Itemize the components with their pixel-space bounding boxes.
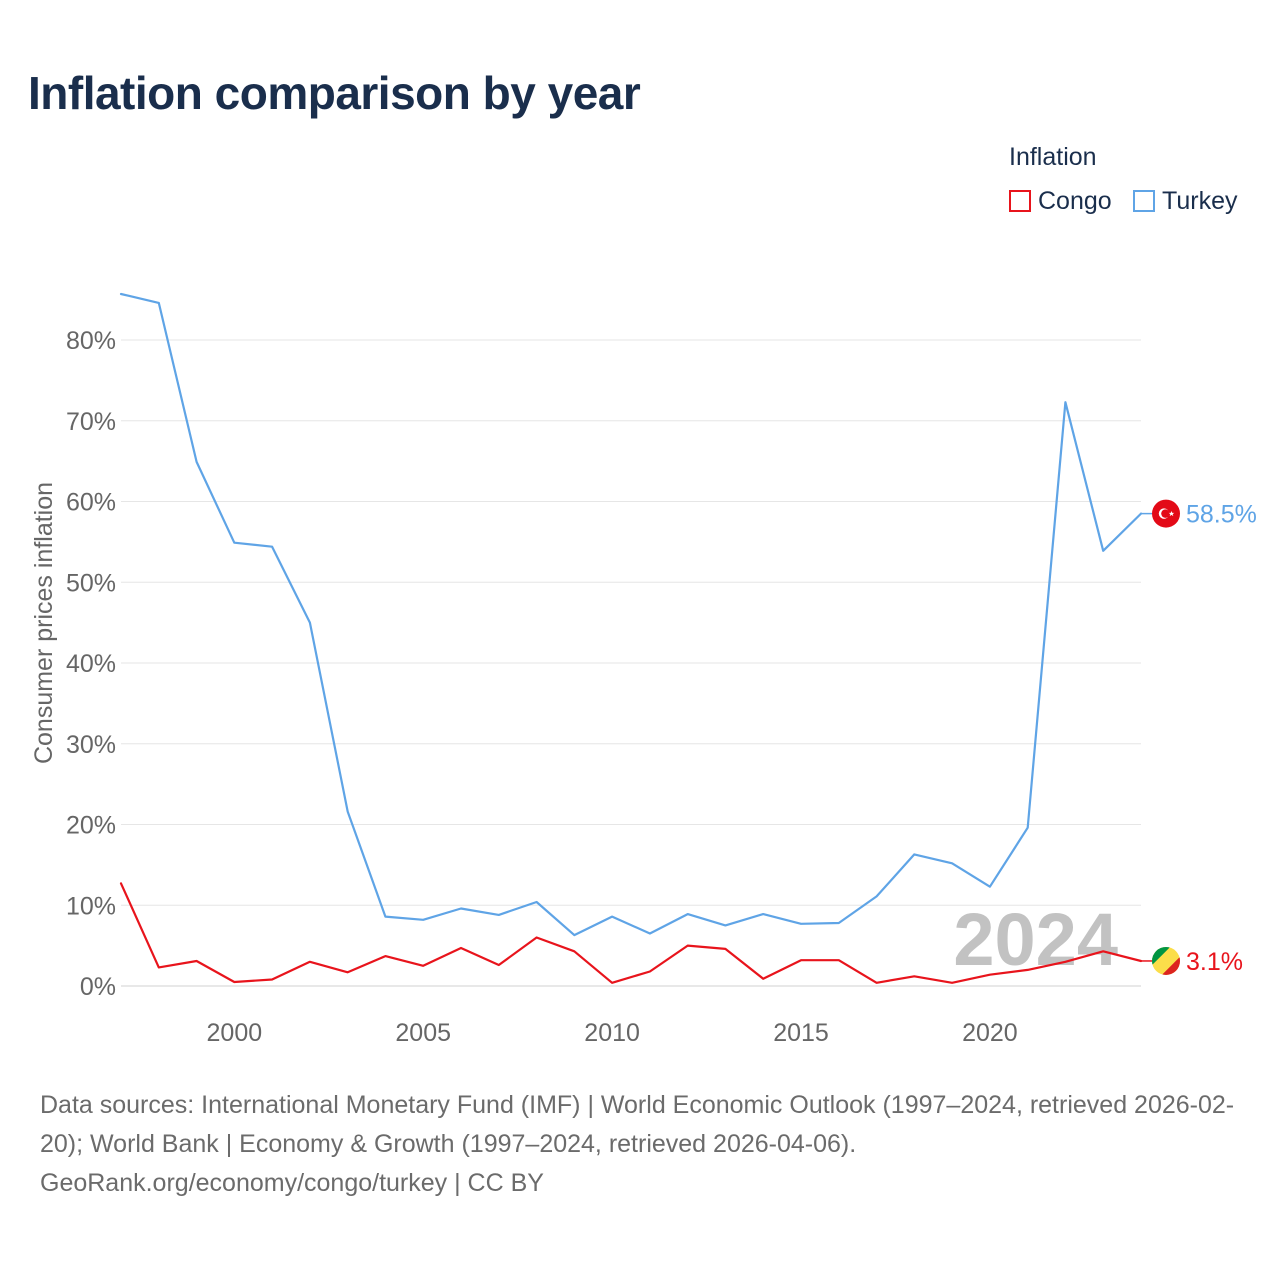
series-end-markers: 58.5% 3.1% xyxy=(1141,499,1257,976)
sources-attribution-link[interactable]: GeoRank.org/economy/congo/turkey | CC BY xyxy=(40,1169,544,1197)
data-sources: Data sources: International Monetary Fun… xyxy=(40,1086,1250,1203)
legend-swatch-congo xyxy=(1009,190,1031,212)
end-value-label-congo: 3.1% xyxy=(1186,948,1243,976)
x-tick-label: 2000 xyxy=(207,1019,263,1047)
y-tick-label: 40% xyxy=(66,650,116,678)
legend-title: Inflation xyxy=(1009,143,1097,171)
y-tick-label: 70% xyxy=(66,408,116,436)
legend-item-congo[interactable]: Congo xyxy=(1009,185,1112,217)
grid-lines xyxy=(121,339,1141,987)
x-tick-label: 2015 xyxy=(773,1019,829,1047)
sources-text: Data sources: International Monetary Fun… xyxy=(40,1091,1235,1158)
x-tick-label: 2020 xyxy=(962,1019,1018,1047)
end-marker-congo: 3.1% xyxy=(1141,946,1243,976)
y-axis-label: Consumer prices inflation xyxy=(30,482,58,764)
legend-label-turkey: Turkey xyxy=(1162,186,1238,215)
legend-label-congo: Congo xyxy=(1038,186,1112,215)
turkey-flag-icon xyxy=(1152,499,1180,528)
series-lines xyxy=(119,292,1143,984)
end-marker-turkey: 58.5% xyxy=(1141,499,1257,529)
page-title: Inflation comparison by year xyxy=(28,67,641,119)
y-tick-label: 80% xyxy=(66,327,116,355)
series-line-congo[interactable] xyxy=(119,882,1143,984)
legend-swatch-turkey xyxy=(1133,190,1155,212)
y-tick-label: 60% xyxy=(66,489,116,517)
line-chart: 0%10%20%30%40%50%60%70%80% 2000 2005 2010 2… xyxy=(30,292,1257,1047)
y-tick-label: 0% xyxy=(80,973,116,1001)
y-tick-label: 20% xyxy=(66,812,116,840)
end-value-label-turkey: 58.5% xyxy=(1186,501,1257,529)
y-tick-label: 30% xyxy=(66,731,116,759)
congo-flag-icon xyxy=(1152,946,1180,975)
series-line-turkey[interactable] xyxy=(119,292,1143,937)
y-axis-ticks: 0% 10% 20% 30% 40% 50% 60% 70% 80% xyxy=(66,327,116,1001)
x-axis-ticks: 2000 2005 2010 2015 2020 xyxy=(207,1019,1018,1047)
x-tick-label: 2010 xyxy=(584,1019,640,1047)
y-tick-label: 10% xyxy=(66,892,116,920)
legend-item-turkey[interactable]: Turkey xyxy=(1133,185,1237,217)
x-tick-label: 2005 xyxy=(395,1019,451,1047)
y-tick-label: 50% xyxy=(66,569,116,597)
